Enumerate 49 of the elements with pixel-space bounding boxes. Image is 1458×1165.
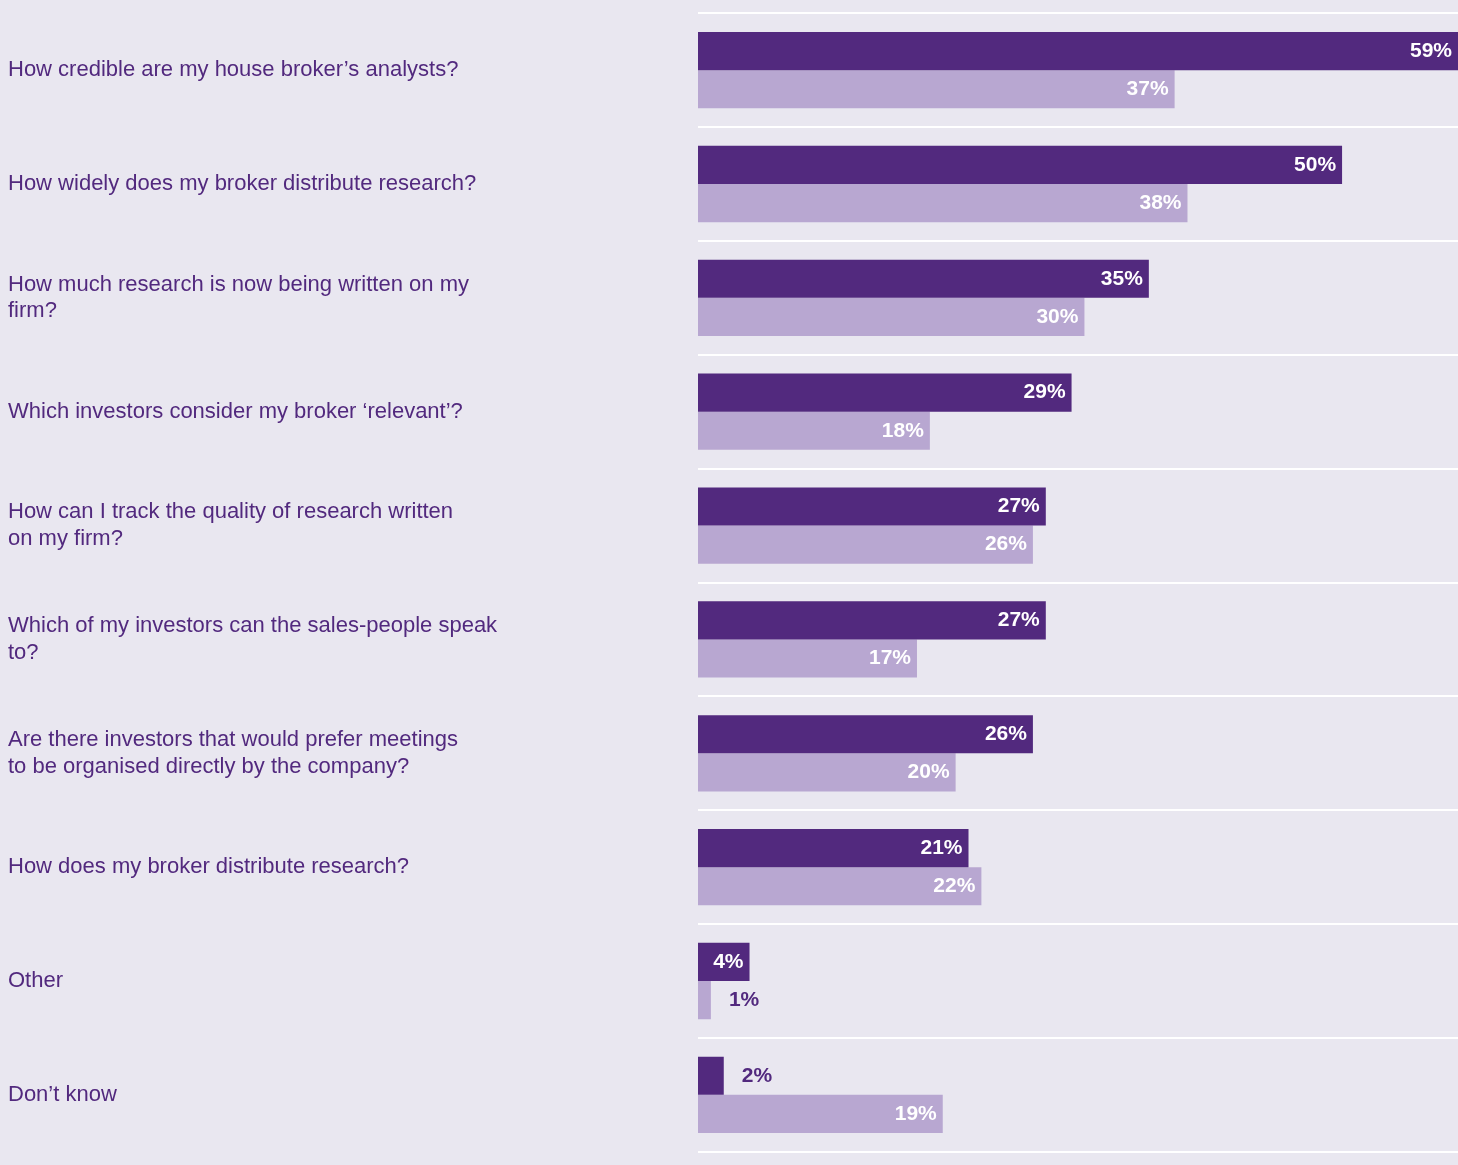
bar — [698, 373, 1072, 412]
bar — [698, 1056, 724, 1095]
y-tick-label: Which of my investors can the sales-people speak to? — [8, 612, 499, 664]
data-label: 38% — [1139, 189, 1182, 213]
bar — [698, 411, 930, 450]
bar — [698, 715, 1033, 754]
bar — [698, 639, 917, 678]
bar — [698, 487, 1046, 526]
y-tick-label: Don’t know — [8, 1080, 117, 1106]
bar — [698, 525, 1033, 564]
y-tick-label: Which investors consider my broker ‘relevant’? — [8, 397, 463, 423]
y-tick-label: How widely does my broker distribute research? — [8, 170, 477, 196]
data-label: 1% — [728, 986, 760, 1010]
bar — [698, 183, 1188, 223]
data-label: 26% — [984, 721, 1028, 745]
bar — [698, 31, 1458, 71]
bar — [698, 829, 969, 868]
data-label: 21% — [920, 834, 963, 858]
bar — [698, 70, 1175, 109]
data-label: 35% — [1100, 265, 1144, 289]
bar — [698, 981, 711, 1020]
bar — [698, 145, 1343, 184]
data-label: 29% — [1023, 379, 1066, 403]
bar — [698, 753, 956, 792]
bar — [698, 297, 1085, 336]
y-tick-label: How much research is now being written on my firm? — [8, 270, 469, 323]
data-label: 27% — [997, 493, 1041, 517]
bar — [698, 867, 982, 906]
bar — [698, 601, 1046, 640]
data-label: 17% — [868, 645, 912, 669]
data-label: 4% — [713, 948, 744, 972]
data-label: 18% — [881, 417, 925, 441]
bar — [698, 1094, 943, 1134]
y-tick-label: Are there investors that would prefer meetings to be organised directly by the company? — [8, 726, 459, 778]
data-label: 22% — [933, 873, 976, 897]
data-label: 30% — [1036, 303, 1079, 327]
data-label: 26% — [984, 531, 1028, 555]
data-label: 27% — [997, 607, 1041, 631]
y-tick-label: How can I track the quality of research written on my firm? — [8, 498, 454, 550]
data-label: 19% — [894, 1100, 938, 1124]
y-tick-label: How credible are my house broker’s analysts? — [8, 56, 459, 82]
data-label: 20% — [907, 759, 950, 783]
y-tick-label: How does my broker distribute research? — [8, 853, 410, 879]
bar — [698, 259, 1149, 298]
data-label: 37% — [1126, 76, 1169, 99]
y-tick-label: Other — [8, 967, 64, 993]
data-label: 2% — [741, 1062, 773, 1086]
data-label: 59% — [1409, 37, 1453, 61]
data-label: 50% — [1294, 151, 1337, 175]
